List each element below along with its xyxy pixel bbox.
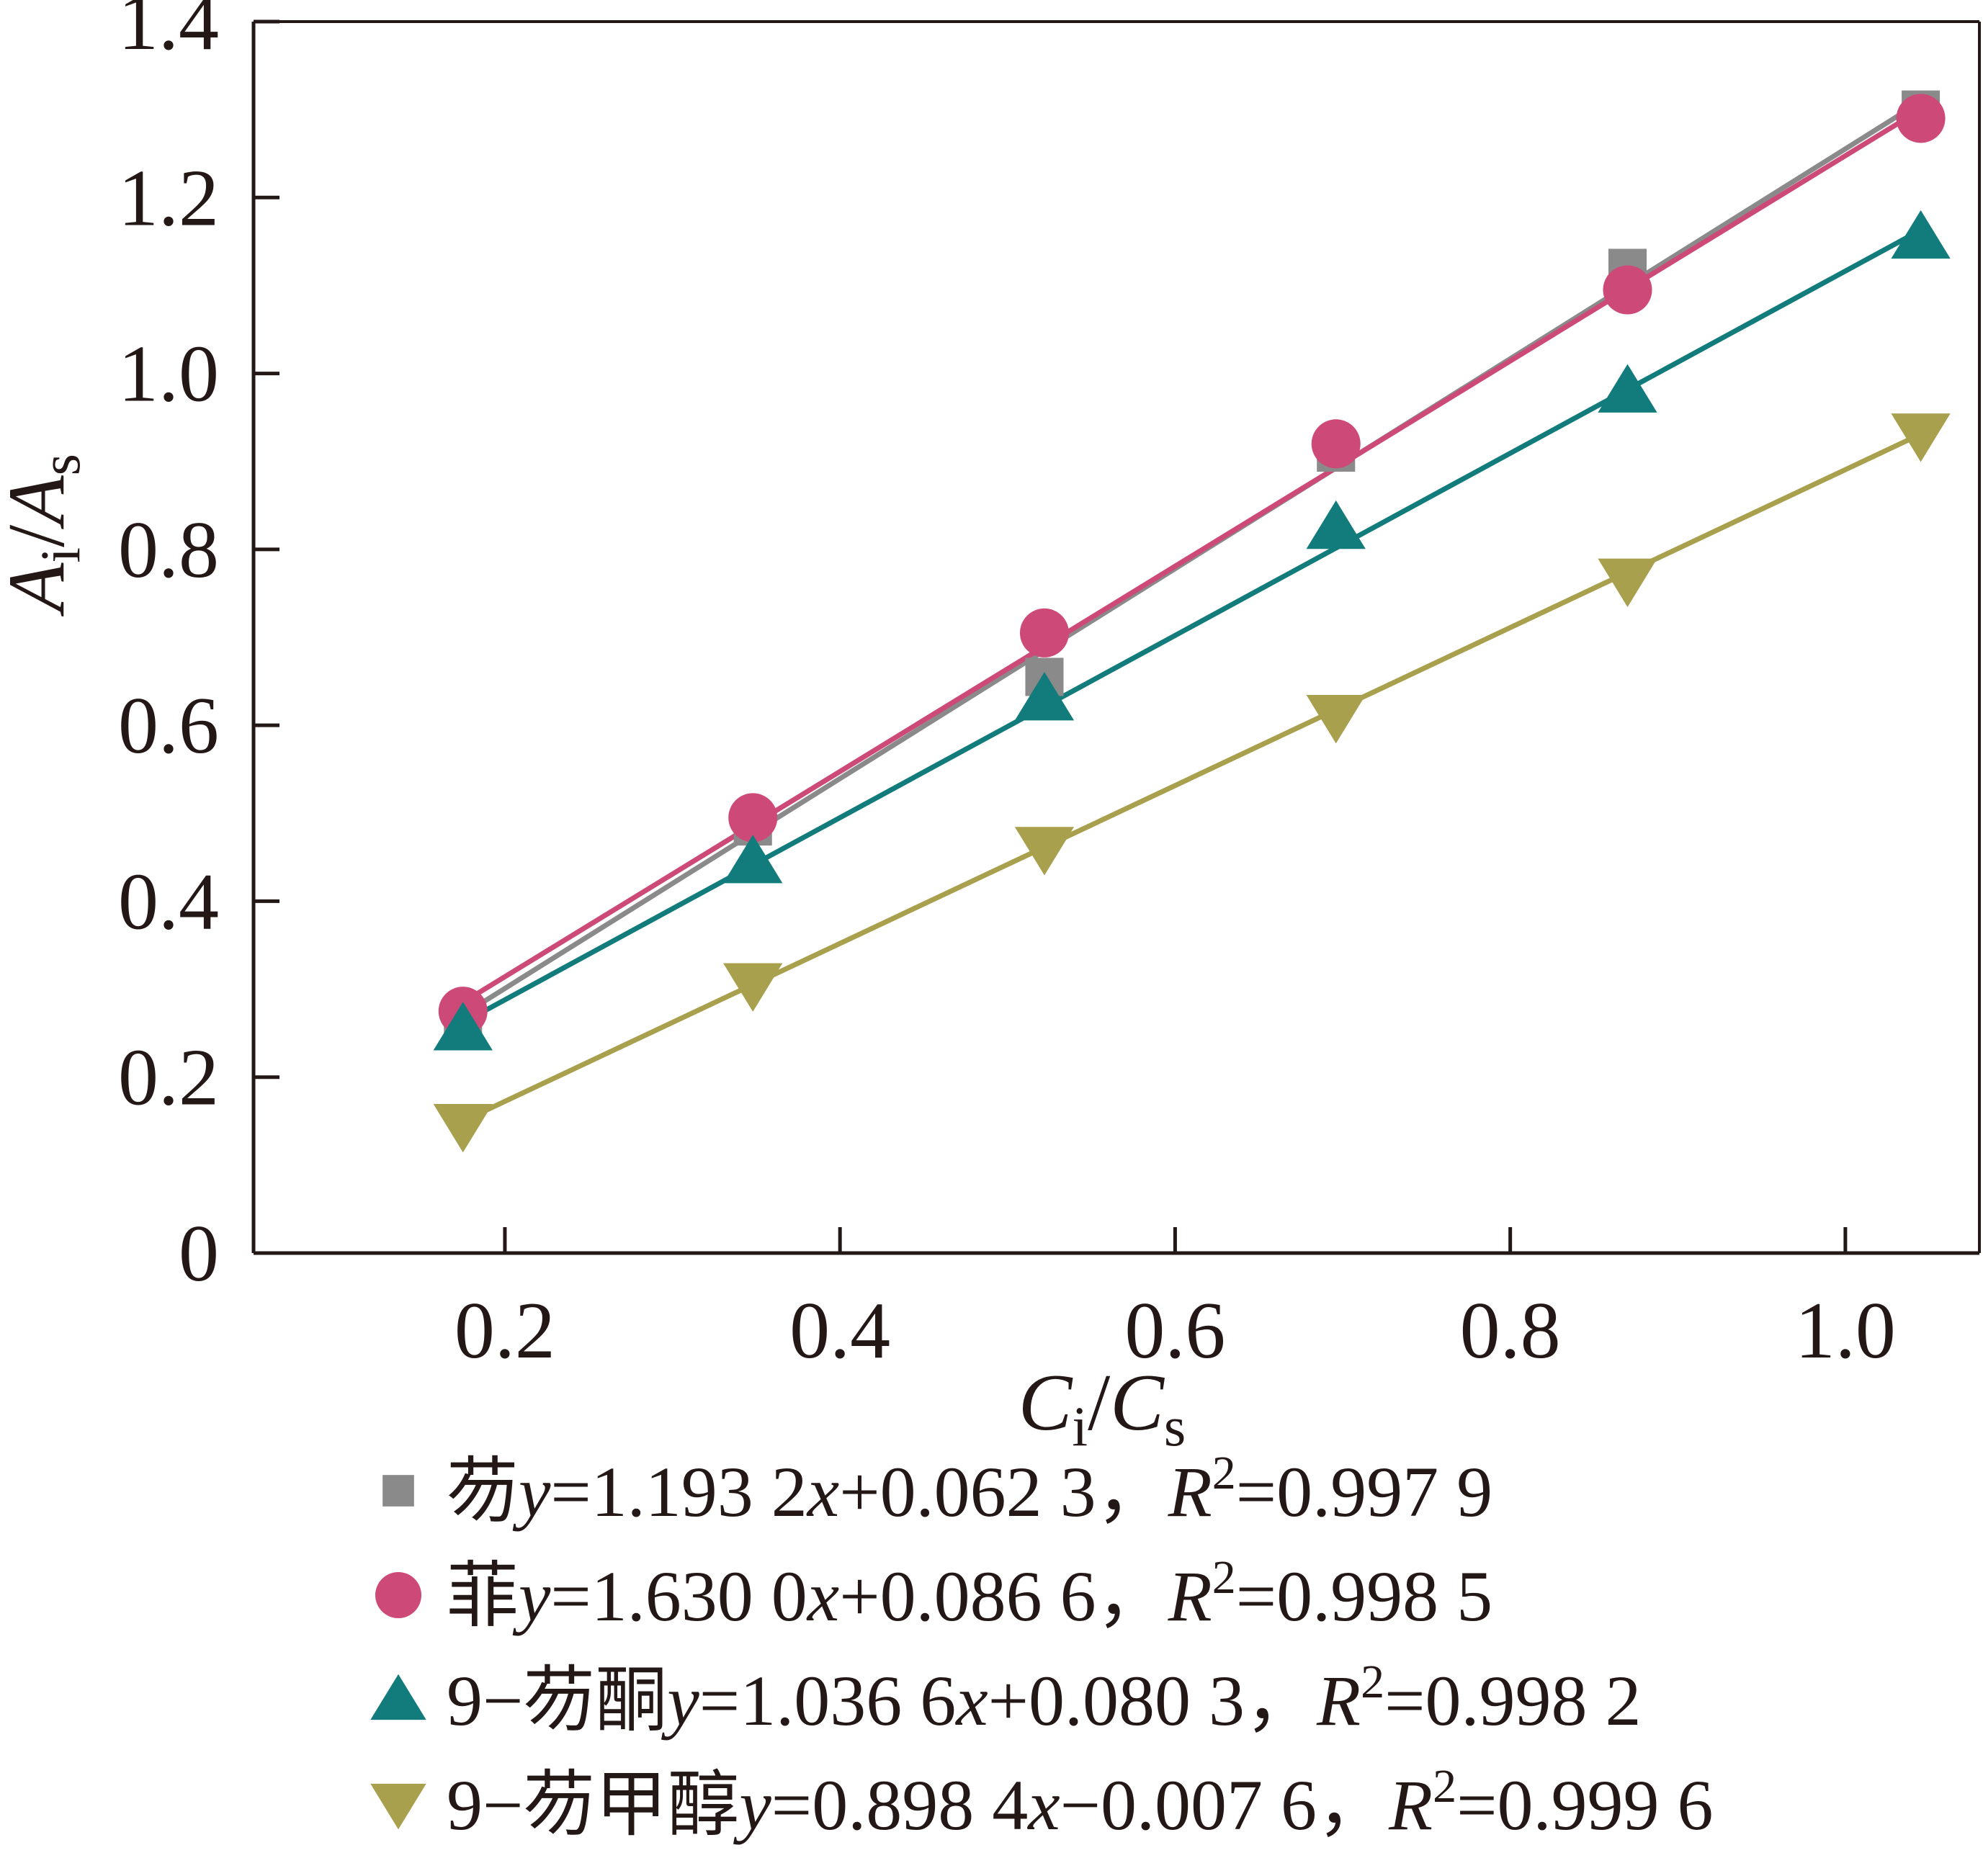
y-tick-label: 0.2	[118, 1033, 219, 1123]
fit-line-series-3	[462, 431, 1922, 1123]
data-point-series-1	[1896, 94, 1946, 143]
fit-line-series-1	[461, 107, 1922, 1005]
legend-eq-R: R	[1168, 1556, 1212, 1636]
legend-entry-0: 芴y=1.193 2x+0.062 3，R2=0.997 9	[382, 1447, 1492, 1532]
x-tick-label: 1.0	[1795, 1286, 1896, 1375]
y-tick-label: 1.0	[118, 330, 219, 419]
legend-entry-3: 9−芴甲醇y=0.898 4x−0.007 6，R2=0.999 6	[370, 1760, 1714, 1845]
x-tick-label: 0.2	[455, 1286, 555, 1375]
legend-eq-name: 菲	[447, 1556, 519, 1636]
x-label-slash: /	[1088, 1358, 1111, 1448]
legend-text-3: 9−芴甲醇y=0.898 4x−0.007 6，R2=0.999 6	[447, 1760, 1714, 1845]
legend-eq-r2: =0.999 6	[1456, 1765, 1713, 1845]
legend-eq-x: x	[954, 1661, 988, 1741]
legend-eq-mid: =1.630 0	[550, 1556, 807, 1636]
legend-eq-mid: =1.036 6	[699, 1661, 956, 1741]
legend-marker-2	[370, 1674, 426, 1720]
legend-eq-r2: =0.997 9	[1236, 1452, 1492, 1532]
y-tick-label: 0.4	[118, 857, 219, 946]
legend-eq-mid: =1.193 2	[550, 1452, 807, 1532]
data-point-series-1	[1019, 608, 1069, 658]
legend-eq-name: 9−芴酮	[447, 1661, 667, 1741]
y-tick-label: 0.6	[118, 681, 219, 771]
y-tick-label: 0	[179, 1209, 219, 1298]
data-point-series-2	[1891, 210, 1951, 259]
legend-eq-sup: 2	[1212, 1447, 1236, 1499]
legend-eq-sup: 2	[1361, 1656, 1384, 1708]
legend-eq-sup: 2	[1433, 1760, 1456, 1813]
y-axis-label: Ai/As	[0, 454, 91, 617]
x-axis-label: Ci/Cs	[1019, 1358, 1186, 1458]
legend-eq-x: x	[1026, 1765, 1060, 1845]
legend-eq-sup: 2	[1212, 1551, 1236, 1604]
data-point-series-3	[723, 963, 783, 1012]
y-label-main1: A	[0, 562, 81, 617]
legend-text-2: 9−芴酮y=1.036 6x+0.080 3，R2=0.998 2	[447, 1656, 1642, 1741]
data-point-series-3	[433, 1103, 493, 1153]
legend: 芴y=1.193 2x+0.062 3，R2=0.997 9菲y=1.630 0…	[370, 1447, 1714, 1845]
y-tick-label: 1.2	[118, 153, 219, 243]
legend-eq-x: x	[806, 1452, 839, 1532]
legend-eq-mid: =0.898 4	[771, 1765, 1028, 1845]
legend-eq-x: x	[806, 1556, 839, 1636]
legend-eq-r2: =0.998 2	[1384, 1661, 1641, 1741]
axes: 0 0.2 0.4 0.6 0.8 1.0 1.2 1.4 0.2 0.4 0.6 0.8 1.0	[118, 0, 1981, 1375]
legend-text-0: 芴y=1.193 2x+0.062 3，R2=0.997 9	[447, 1447, 1492, 1532]
data-point-series-3	[1598, 558, 1657, 608]
legend-marker-0	[382, 1475, 414, 1507]
data-point-series-1	[1311, 419, 1361, 469]
y-label-main2: A	[0, 475, 81, 530]
fit-lines	[461, 99, 1922, 1123]
legend-eq-R: R	[1388, 1765, 1433, 1845]
data-point-series-2	[1014, 672, 1075, 721]
y-tick-label: 1.4	[118, 0, 219, 67]
legend-marker-1	[375, 1572, 421, 1618]
x-label-sub1: i	[1072, 1395, 1088, 1458]
data-point-series-2	[1306, 500, 1366, 549]
y-label-sub2: s	[29, 454, 91, 475]
legend-eq-rest: +0.086 6，	[839, 1556, 1168, 1636]
legend-entry-1: 菲y=1.630 0x+0.086 6，R2=0.998 5	[375, 1551, 1492, 1636]
legend-eq-r2: =0.998 5	[1236, 1556, 1492, 1636]
legend-eq-rest: +0.080 3，	[988, 1661, 1317, 1741]
fit-line-series-2	[462, 228, 1922, 1025]
legend-eq-R: R	[1316, 1661, 1361, 1741]
x-label-sub2: s	[1164, 1395, 1186, 1458]
x-tick-label: 0.4	[789, 1286, 890, 1375]
y-tick-label: 0.8	[118, 506, 219, 595]
legend-eq-name: 芴	[447, 1452, 519, 1532]
x-label-main1: C	[1019, 1358, 1073, 1448]
x-label-main2: C	[1110, 1358, 1165, 1448]
data-point-series-2	[433, 1002, 493, 1051]
x-tick-label: 0.6	[1124, 1286, 1225, 1375]
legend-marker-3	[370, 1783, 426, 1830]
legend-eq-y: y	[661, 1661, 699, 1741]
legend-eq-rest: +0.062 3，	[839, 1452, 1168, 1532]
data-point-series-2	[1598, 364, 1657, 413]
legend-eq-rest: −0.007 6，	[1060, 1765, 1389, 1845]
data-point-series-3	[1891, 413, 1951, 462]
legend-eq-name: 9−芴甲醇	[447, 1765, 739, 1845]
legend-entry-2: 9−芴酮y=1.036 6x+0.080 3，R2=0.998 2	[370, 1656, 1642, 1741]
legend-eq-R: R	[1168, 1452, 1212, 1532]
data-point-series-1	[1603, 265, 1652, 315]
data-point-series-1	[728, 793, 778, 843]
y-label-slash: /	[0, 524, 81, 547]
data-point-series-2	[723, 835, 783, 884]
data-point-series-3	[1306, 695, 1366, 744]
data-point-series-3	[1014, 827, 1075, 876]
legend-eq-y: y	[733, 1765, 771, 1845]
y-label-sub1: i	[29, 547, 91, 563]
legend-eq-y: y	[512, 1452, 551, 1532]
x-tick-label: 0.8	[1460, 1286, 1561, 1375]
legend-eq-y: y	[512, 1556, 551, 1636]
legend-text-1: 菲y=1.630 0x+0.086 6，R2=0.998 5	[447, 1551, 1492, 1636]
data-markers	[433, 90, 1951, 1153]
